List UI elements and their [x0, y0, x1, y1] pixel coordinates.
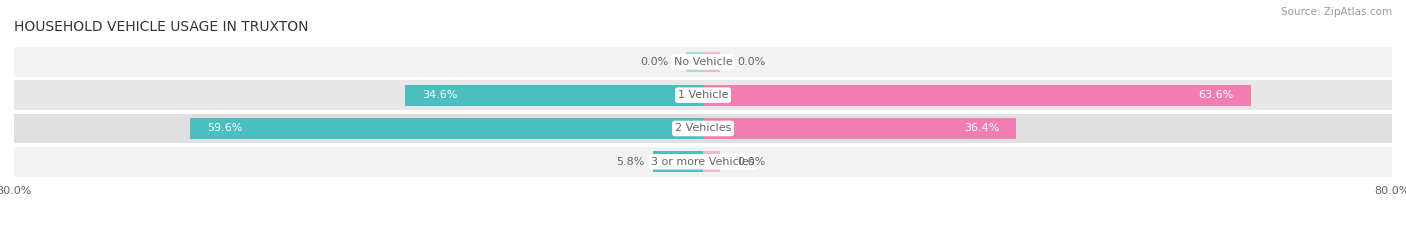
- Text: 63.6%: 63.6%: [1198, 90, 1233, 100]
- Bar: [703, 51, 720, 72]
- Bar: [703, 151, 720, 172]
- Bar: [14, 113, 1392, 144]
- Bar: [14, 80, 1392, 110]
- Text: 0.0%: 0.0%: [738, 157, 766, 167]
- Text: No Vehicle: No Vehicle: [673, 57, 733, 67]
- Bar: [190, 118, 703, 139]
- Bar: [703, 118, 1017, 139]
- Text: HOUSEHOLD VEHICLE USAGE IN TRUXTON: HOUSEHOLD VEHICLE USAGE IN TRUXTON: [14, 20, 308, 34]
- Bar: [14, 147, 1392, 177]
- Bar: [14, 47, 1392, 77]
- Text: 59.6%: 59.6%: [207, 123, 242, 134]
- Text: 2 Vehicles: 2 Vehicles: [675, 123, 731, 134]
- Text: 0.0%: 0.0%: [738, 57, 766, 67]
- Bar: [652, 151, 703, 172]
- Text: 3 or more Vehicles: 3 or more Vehicles: [651, 157, 755, 167]
- Text: 1 Vehicle: 1 Vehicle: [678, 90, 728, 100]
- Text: 0.0%: 0.0%: [640, 57, 669, 67]
- Bar: [686, 51, 703, 72]
- Bar: [703, 85, 1251, 106]
- Text: Source: ZipAtlas.com: Source: ZipAtlas.com: [1281, 7, 1392, 17]
- Bar: [405, 85, 703, 106]
- Text: 5.8%: 5.8%: [616, 157, 644, 167]
- Text: 34.6%: 34.6%: [422, 90, 457, 100]
- Text: 36.4%: 36.4%: [965, 123, 1000, 134]
